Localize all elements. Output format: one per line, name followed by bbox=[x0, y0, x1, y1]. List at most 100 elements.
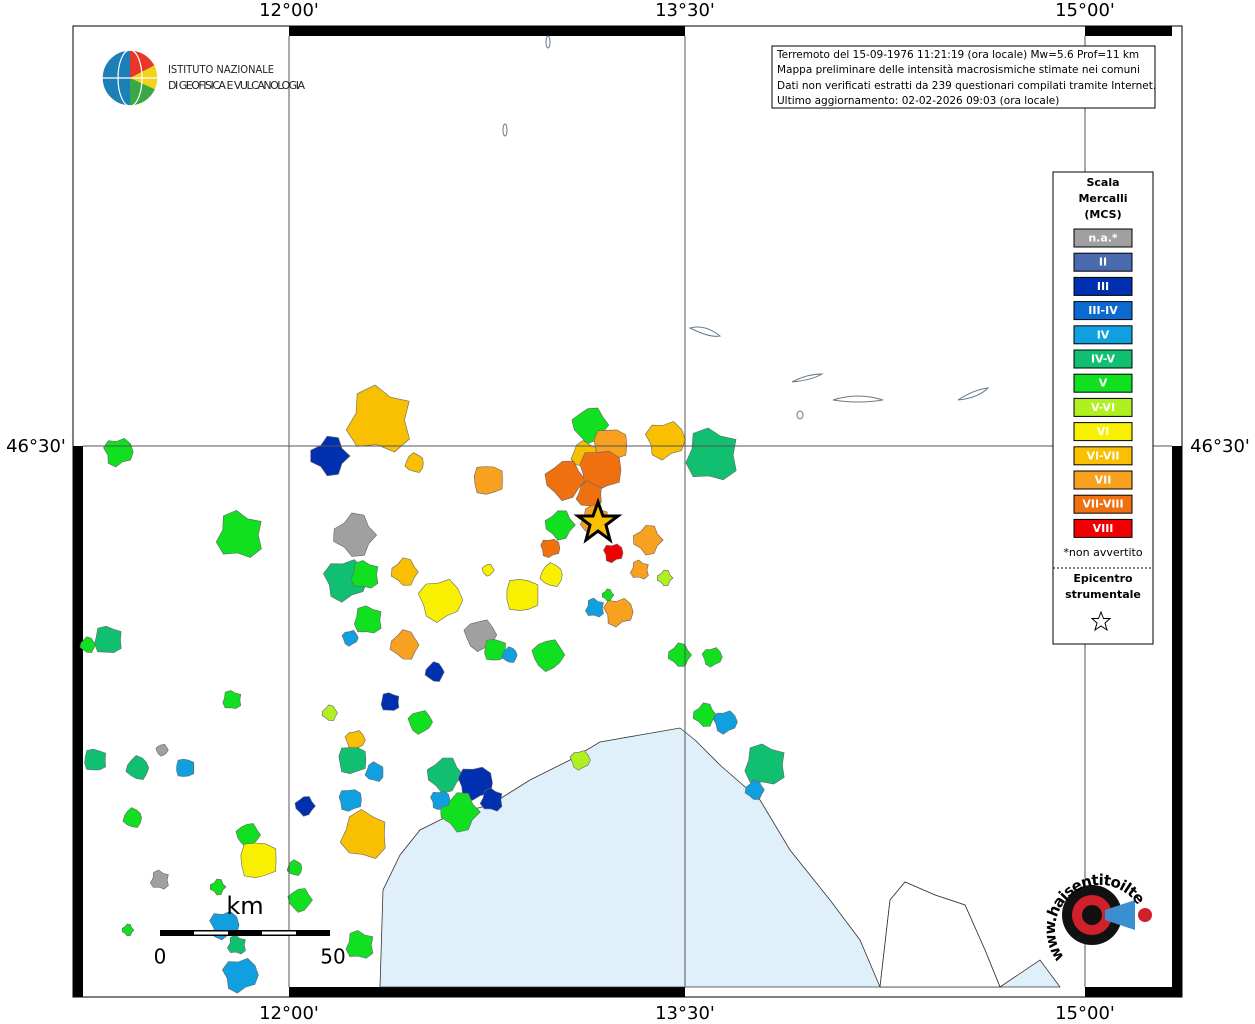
legend-label: VII-VIII bbox=[1082, 498, 1123, 511]
municipality bbox=[479, 787, 503, 812]
border bbox=[73, 26, 1182, 997]
municipality bbox=[210, 878, 227, 896]
municipality bbox=[103, 437, 134, 468]
municipality bbox=[407, 710, 433, 735]
municipality bbox=[481, 563, 495, 577]
lakes bbox=[502, 35, 990, 420]
legend-swatch bbox=[1073, 518, 1133, 538]
municipality bbox=[240, 842, 277, 879]
grid-labels: 12°00' 13°30' 15°00' 12°00' 13°30' 15°00… bbox=[6, 0, 1250, 1024]
municipality bbox=[440, 792, 481, 833]
municipality bbox=[685, 427, 737, 481]
legend-star bbox=[1090, 610, 1112, 632]
municipality bbox=[350, 560, 379, 589]
municipality bbox=[176, 758, 195, 777]
lon-label: 15°00' bbox=[1055, 0, 1115, 21]
municipality bbox=[389, 629, 420, 660]
municipality bbox=[380, 692, 400, 711]
municipality bbox=[333, 512, 378, 557]
municipality bbox=[344, 730, 366, 751]
legend-title: Scala bbox=[1086, 176, 1119, 189]
municipality bbox=[712, 710, 738, 735]
legend-swatch bbox=[1073, 422, 1133, 442]
municipality bbox=[215, 510, 262, 558]
info-line: Dati non verificati estratti da 239 ques… bbox=[777, 80, 1156, 92]
legend-epicenter: Epicentro bbox=[1073, 572, 1133, 585]
epicenter bbox=[573, 497, 623, 544]
info-box: Terremoto del 15-09-1976 11:21:19 (ora l… bbox=[771, 45, 1156, 109]
legend-label: n.a.* bbox=[1088, 232, 1118, 245]
municipality bbox=[632, 525, 664, 556]
municipality bbox=[457, 766, 493, 801]
legend-swatch bbox=[1073, 373, 1133, 393]
legend-swatch bbox=[1073, 228, 1133, 248]
municipality bbox=[84, 748, 106, 771]
municipality bbox=[645, 421, 686, 461]
municipality bbox=[531, 639, 566, 672]
lon-label: 13°30' bbox=[655, 1003, 715, 1024]
legend: Scala Mercalli (MCS) *non avvertito Epic… bbox=[1052, 171, 1154, 645]
municipality bbox=[544, 510, 576, 541]
municipality bbox=[94, 625, 122, 653]
logo-text: ISTITUTO NAZIONALE bbox=[168, 63, 274, 76]
legend-label: VIII bbox=[1093, 522, 1114, 535]
municipality bbox=[430, 790, 451, 811]
municipality bbox=[744, 779, 765, 800]
municipality bbox=[321, 704, 338, 721]
legend-swatch bbox=[1073, 494, 1133, 514]
municipality bbox=[121, 923, 135, 937]
legend-swatch bbox=[1073, 349, 1133, 369]
municipality bbox=[222, 958, 259, 994]
municipality bbox=[404, 452, 424, 473]
lon-label: 12°00' bbox=[259, 0, 319, 21]
municipality bbox=[345, 930, 374, 959]
lat-label: 46°30' bbox=[6, 436, 66, 457]
legend-label: IV-V bbox=[1091, 353, 1116, 366]
info-line: Mappa preliminare delle intensità macros… bbox=[777, 64, 1140, 76]
legend-swatch bbox=[1073, 397, 1133, 417]
municipality bbox=[629, 559, 649, 580]
municipality bbox=[79, 636, 96, 653]
legend-label: VI-VII bbox=[1086, 449, 1119, 462]
scale-bar: km 0 50 bbox=[154, 892, 346, 969]
legend-swatch bbox=[1073, 301, 1133, 321]
scale-unit: km bbox=[226, 892, 263, 920]
municipality bbox=[227, 934, 246, 955]
legend-title: (MCS) bbox=[1084, 208, 1121, 221]
lat-label: 46°30' bbox=[1190, 436, 1250, 457]
legend-label: V bbox=[1099, 377, 1108, 390]
legend-label: II bbox=[1099, 256, 1107, 269]
legend-swatch bbox=[1073, 470, 1133, 490]
istria bbox=[879, 881, 1001, 988]
municipality bbox=[544, 460, 587, 501]
municipality bbox=[692, 702, 717, 727]
legend-label: III bbox=[1097, 280, 1109, 293]
municipality bbox=[701, 647, 723, 668]
scale-label: 50 bbox=[320, 945, 345, 969]
lon-label: 12°00' bbox=[259, 1003, 319, 1024]
municipality bbox=[744, 743, 785, 785]
legend-title: Mercalli bbox=[1078, 192, 1127, 205]
municipality bbox=[484, 638, 506, 661]
legend-swatch bbox=[1073, 276, 1133, 296]
municipality bbox=[353, 605, 382, 634]
legend-label: III-IV bbox=[1088, 304, 1118, 317]
municipality bbox=[539, 562, 563, 587]
municipality bbox=[338, 789, 362, 812]
municipality bbox=[424, 661, 445, 682]
municipality bbox=[540, 538, 561, 558]
municipality bbox=[286, 859, 303, 876]
legend-epicenter: strumentale bbox=[1065, 588, 1141, 601]
lon-label: 15°00' bbox=[1055, 1003, 1115, 1024]
municipality bbox=[506, 578, 539, 611]
municipality bbox=[341, 630, 359, 647]
scale-label: 0 bbox=[154, 945, 167, 969]
municipality bbox=[222, 690, 242, 709]
legend-label: IV bbox=[1097, 328, 1110, 341]
info-line: Ultimo aggiornamento: 02-02-2026 09:03 (… bbox=[777, 95, 1059, 107]
municipality bbox=[426, 757, 464, 794]
municipality bbox=[339, 808, 386, 859]
logo-text: DI GEOFISICA E VULCANOLOGIA bbox=[168, 79, 305, 92]
municipalities bbox=[79, 384, 785, 994]
